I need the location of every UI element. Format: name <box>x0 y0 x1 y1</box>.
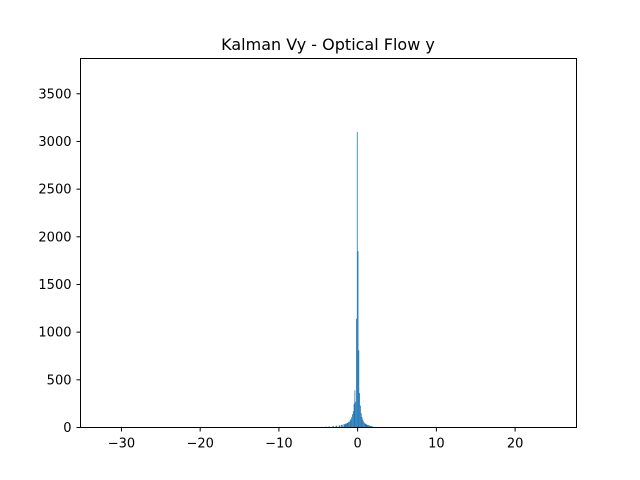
histogram-bar <box>361 417 363 428</box>
histogram-bar <box>367 425 369 428</box>
x-tick-label: −10 <box>265 437 292 452</box>
x-axis: −30 −20 −10 0 10 20 <box>108 427 524 452</box>
chart-title: Kalman Vy - Optical Flow y <box>221 35 435 54</box>
histogram-bar <box>359 393 361 428</box>
histogram-bar <box>343 424 346 428</box>
y-tick-label: 2500 <box>38 183 71 198</box>
histogram-bar <box>370 426 372 428</box>
histogram-bar <box>352 411 354 428</box>
histogram-bar <box>346 422 349 428</box>
y-tick-label: 2000 <box>38 230 71 245</box>
histogram-bar <box>345 423 347 428</box>
histogram-bar <box>338 425 341 428</box>
y-tick-label: 3000 <box>38 135 71 150</box>
histogram-bar <box>368 425 371 428</box>
plot-frame <box>80 58 577 428</box>
histogram-bar <box>365 424 368 428</box>
histogram-bar <box>362 419 364 428</box>
y-tick-label: 500 <box>47 373 72 388</box>
x-tick-label: 10 <box>428 437 445 452</box>
histogram-bar <box>356 131 358 428</box>
y-tick-label: 3500 <box>38 87 71 102</box>
histogram-bar <box>353 403 355 428</box>
histogram-bar <box>332 426 335 428</box>
x-tick-label: −20 <box>186 437 213 452</box>
histogram-bar <box>354 390 356 428</box>
histogram-bar <box>357 251 359 428</box>
y-tick-label: 1500 <box>38 278 71 293</box>
histogram-bar <box>364 423 366 428</box>
histogram-bar <box>335 425 338 428</box>
histogram-bar <box>341 424 343 428</box>
histogram-bar <box>349 420 351 428</box>
y-tick-label: 1000 <box>38 326 71 341</box>
histogram-bar <box>351 417 353 428</box>
histogram-bar <box>352 414 353 428</box>
x-tick-label: 0 <box>353 437 361 452</box>
x-tick-label: −30 <box>108 437 135 452</box>
x-tick-label: 20 <box>507 437 524 452</box>
histogram-bar <box>350 418 352 428</box>
histogram-bar <box>363 421 364 428</box>
histogram-bar <box>356 318 357 428</box>
y-axis: 0 500 1000 1500 2000 2500 3000 3500 <box>38 87 81 436</box>
histogram-bar <box>359 405 361 428</box>
y-tick-label: 0 <box>63 421 71 436</box>
histogram-bar <box>355 401 357 428</box>
histogram-bar <box>348 421 350 428</box>
histogram-bar <box>360 413 362 428</box>
histogram-bar <box>363 422 365 428</box>
histogram-bar <box>358 350 360 428</box>
